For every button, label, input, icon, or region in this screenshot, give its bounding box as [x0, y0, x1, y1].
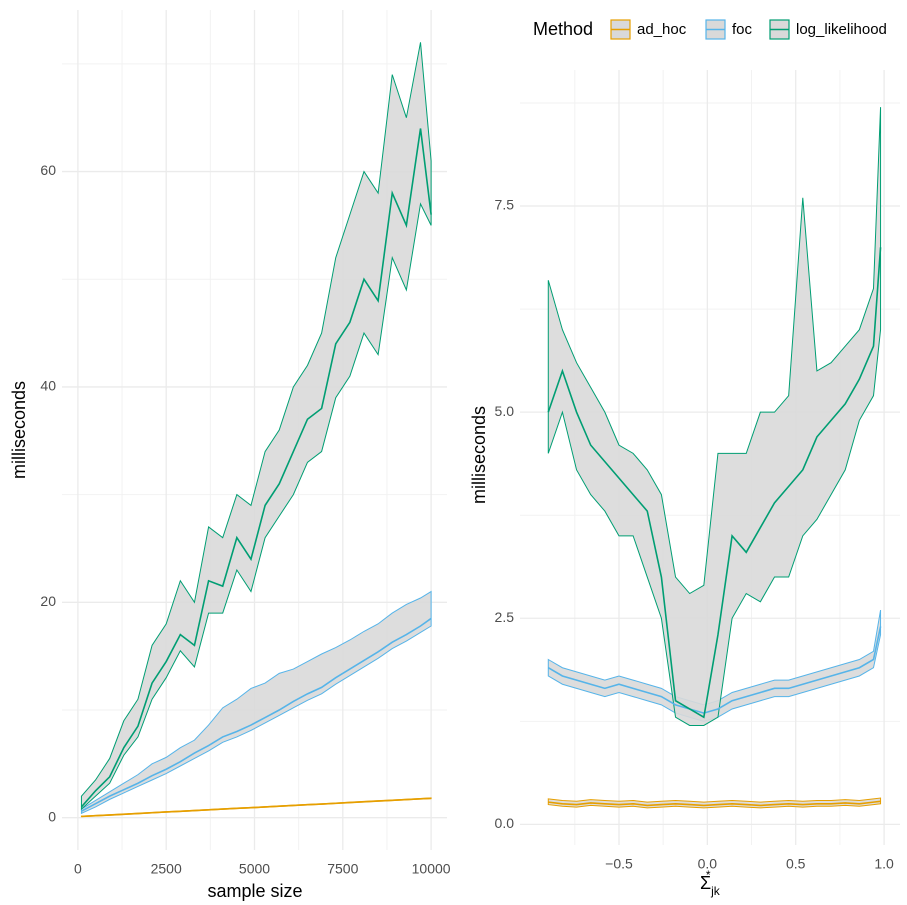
- x-tick-label: 1.0: [874, 856, 894, 872]
- line: [81, 797, 432, 818]
- y-tick-label: 60: [40, 162, 56, 178]
- x-tick-label: 0.5: [786, 856, 806, 872]
- ribbon: [547, 797, 882, 809]
- x-tick-label: 7500: [327, 861, 358, 877]
- legend-label: log_likelihood: [796, 21, 887, 38]
- ribbon: [80, 42, 432, 811]
- y-tick-label: 5.0: [495, 403, 515, 419]
- x-tick-label: 2500: [151, 861, 182, 877]
- line: [548, 800, 881, 807]
- legend-label: foc: [732, 21, 753, 38]
- line: [547, 247, 882, 719]
- y-tick-label: 40: [40, 378, 56, 394]
- y-tick-label: 2.5: [495, 609, 515, 625]
- y-tick-label: 7.5: [495, 197, 515, 213]
- x-title-sup: *: [706, 868, 711, 882]
- line: [81, 617, 432, 812]
- x-title-base: Σ: [700, 873, 711, 893]
- legend-label: ad_hoc: [637, 21, 687, 38]
- ribbon: [547, 107, 882, 726]
- y-axis-title: milliseconds: [469, 406, 489, 504]
- x-title-sub: jk: [710, 884, 721, 898]
- x-tick-label: 0: [74, 861, 82, 877]
- x-axis-title: sample size: [207, 881, 302, 901]
- line: [80, 128, 432, 808]
- x-tick-label: −0.5: [605, 856, 633, 872]
- y-axis-title: milliseconds: [9, 381, 29, 479]
- ribbon: [80, 590, 432, 815]
- x-tick-label: 0.0: [698, 856, 718, 872]
- x-axis-title: Σjk *: [700, 868, 721, 898]
- line: [547, 626, 882, 714]
- x-tick-label: 5000: [239, 861, 270, 877]
- legend-title: Method: [533, 19, 593, 39]
- y-tick-label: 0.0: [495, 815, 515, 831]
- y-tick-label: 20: [40, 593, 56, 609]
- x-tick-label: 10000: [412, 861, 451, 877]
- y-tick-label: 0: [48, 808, 56, 824]
- ribbon: [547, 609, 882, 722]
